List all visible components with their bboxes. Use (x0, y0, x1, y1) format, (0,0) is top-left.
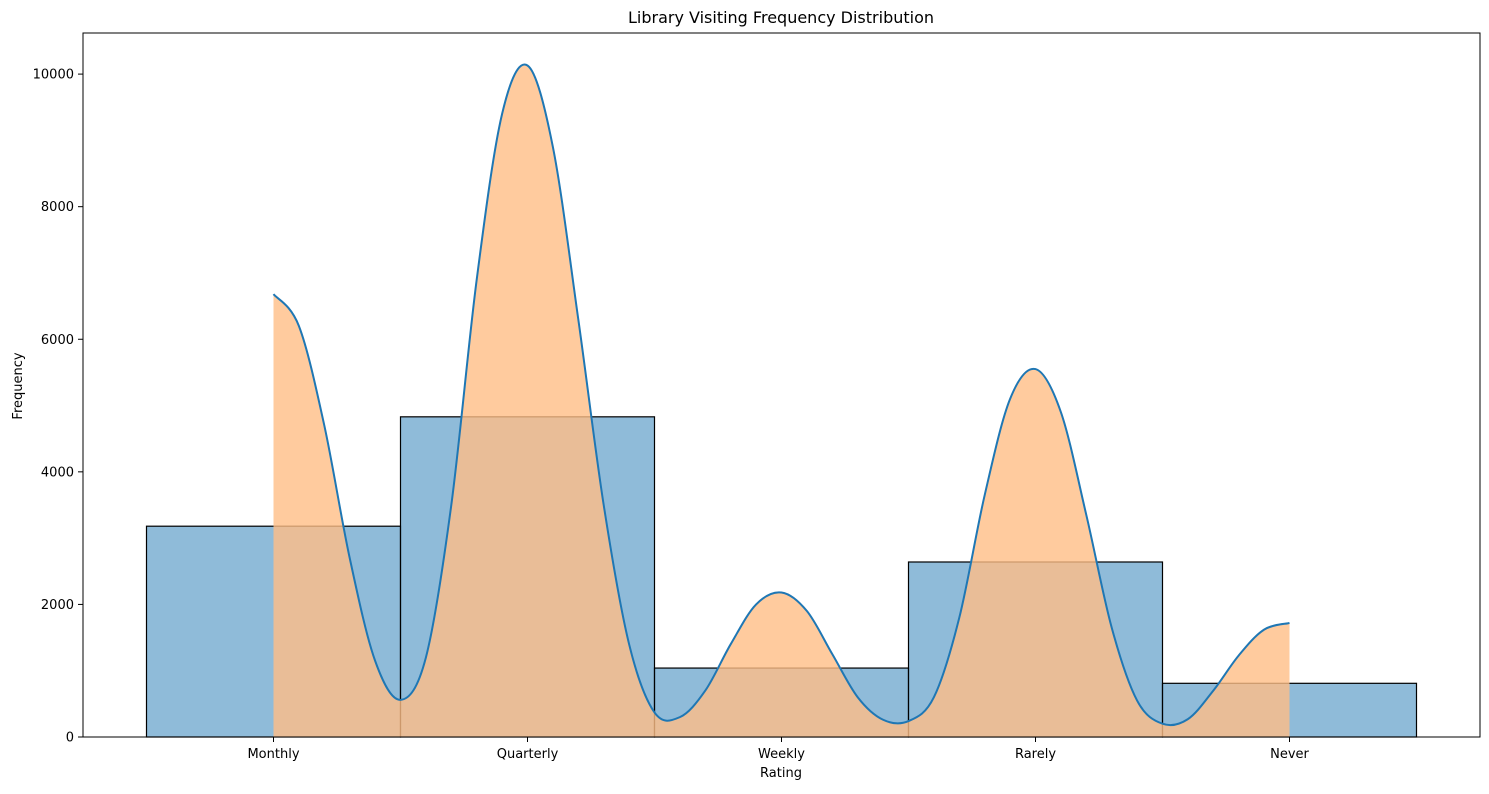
x-tick-label-quarterly: Quarterly (497, 747, 559, 762)
x-tick-label-never: Never (1270, 747, 1309, 762)
x-tick-label-weekly: Weekly (758, 747, 805, 762)
chart-title: Library Visiting Frequency Distribution (628, 8, 934, 27)
x-axis-label: Rating (760, 766, 802, 781)
kde-area (273, 64, 1290, 738)
kde-line (272, 63, 1290, 727)
y-axis-label: Frequency (11, 352, 26, 419)
y-tick-label: 8000 (41, 200, 74, 215)
y-tick-label: 2000 (41, 598, 74, 613)
y-tick-label: 6000 (41, 333, 74, 348)
axes: 0 2000 4000 6000 8000 10000 Monthly Quarterly We… (33, 32, 1481, 762)
kde-layer (272, 63, 1290, 738)
y-tick-label: 0 (66, 731, 74, 746)
x-tick-label-monthly: Monthly (247, 747, 299, 762)
x-tick-label-rarely: Rarely (1015, 747, 1056, 762)
y-tick-label: 4000 (41, 465, 74, 480)
y-tick-label: 10000 (33, 68, 74, 83)
